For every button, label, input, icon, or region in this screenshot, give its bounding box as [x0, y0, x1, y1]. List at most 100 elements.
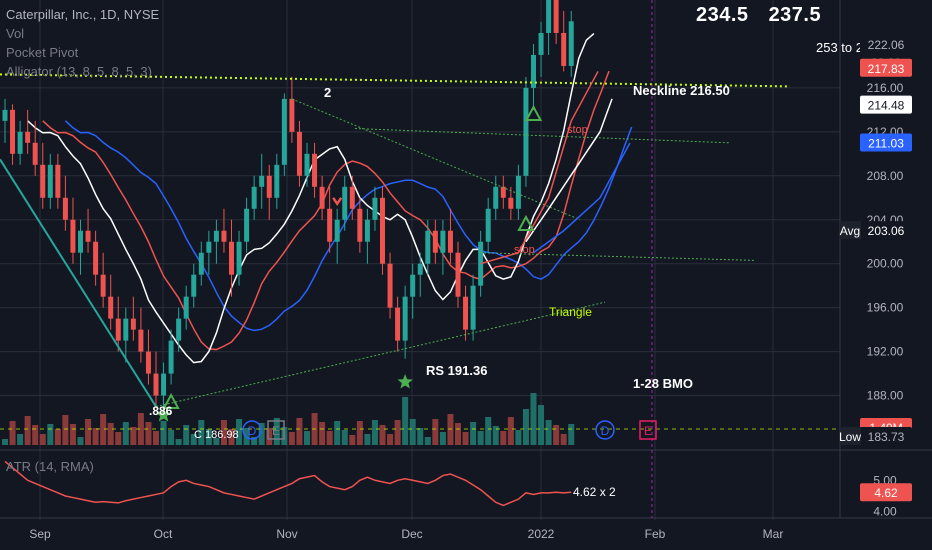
- candle-body: [364, 219, 370, 242]
- projection-line-blue: [533, 142, 631, 254]
- candle-body: [531, 54, 536, 88]
- candle-body: [334, 219, 340, 242]
- price-label-value: 211.03: [868, 137, 904, 151]
- dividend-marker: [595, 420, 615, 440]
- volume-bar: [228, 429, 235, 445]
- volume-bar: [402, 397, 409, 445]
- earnings-marker-label: E: [644, 424, 652, 438]
- stop-annotation: stop: [567, 124, 588, 136]
- sell-arrow-marker: [332, 197, 343, 207]
- neckline-line: [0, 73, 791, 88]
- stop-line: [480, 71, 599, 265]
- atr-line: [4, 460, 572, 507]
- volume-bar: [85, 419, 92, 445]
- pocket-pivot-star: [155, 407, 172, 422]
- candle-body: [493, 186, 499, 209]
- candle-body: [312, 153, 318, 187]
- top-price-note: 234.5 237.5: [696, 4, 841, 27]
- volume-bar: [198, 420, 205, 445]
- candle-body: [115, 318, 121, 341]
- triangle-lower-line: [155, 301, 606, 408]
- volume-bar: [2, 439, 8, 445]
- candle-body: [515, 175, 521, 209]
- dividend-marker-label: D: [601, 424, 610, 438]
- candle-body: [108, 296, 114, 319]
- volume-bar: [175, 439, 182, 445]
- volume-bar: [341, 430, 348, 445]
- candle-body: [342, 186, 348, 220]
- price-label-value: 217.83: [868, 62, 905, 76]
- candle-body: [259, 175, 265, 187]
- volume-bar: [24, 416, 31, 445]
- volume-bar: [387, 434, 394, 445]
- candle-body: [440, 230, 446, 253]
- candle-body: [432, 230, 438, 253]
- resistance-line: [354, 128, 731, 144]
- y-axis-tick-label: 208.00: [867, 169, 904, 183]
- volume-bar: [288, 432, 295, 445]
- candle-body: [130, 318, 136, 330]
- alligator-teeth-line: [42, 70, 610, 351]
- downtrend-line: [0, 158, 157, 408]
- alligator-jaw-line: [64, 120, 633, 332]
- earnings-marker: [639, 420, 657, 440]
- candle-body: [236, 241, 242, 275]
- volume-bar: [319, 422, 326, 445]
- fib-annotation: .886: [149, 404, 173, 418]
- price-label-box: [860, 95, 912, 114]
- price-label-value: 222.06: [868, 38, 905, 52]
- x-axis-label: Mar: [763, 527, 784, 541]
- candle-body: [568, 21, 574, 66]
- volume-bar: [568, 424, 575, 445]
- candle-body: [10, 109, 16, 154]
- x-axis-label: Nov: [276, 527, 297, 541]
- volume-bar: [545, 420, 552, 445]
- candle-body: [266, 175, 272, 198]
- rs-annotation: RS 191.36: [426, 363, 487, 378]
- volume-bar: [364, 434, 371, 445]
- dividend-marker: [242, 420, 262, 440]
- candle-body: [500, 186, 506, 198]
- volume-bar: [439, 432, 446, 445]
- candle-body: [123, 318, 129, 341]
- x-axis-label: Feb: [645, 527, 666, 541]
- alligator-indicator-label[interactable]: Alligator (13, 8, 5, 8, 5, 3): [6, 64, 152, 79]
- stop-annotation: stop: [514, 244, 535, 256]
- volume-bar: [47, 424, 54, 445]
- buy-triangle-marker: [524, 104, 543, 121]
- candle-body: [183, 296, 189, 319]
- neckline-annotation: Neckline 216.50: [633, 83, 730, 98]
- candle-body: [402, 296, 408, 341]
- volume-bar: [470, 422, 477, 445]
- volume-bar: [92, 428, 99, 445]
- volume-bar: [160, 421, 167, 445]
- candle-body: [327, 208, 333, 242]
- candle-body: [538, 32, 544, 55]
- volume-bar: [145, 422, 152, 445]
- y-axis-tick-label: 200.00: [867, 257, 904, 271]
- volume-bar: [183, 425, 190, 445]
- volume-indicator-label[interactable]: Vol: [6, 26, 25, 41]
- y-axis-tick-label: 196.00: [867, 301, 904, 315]
- price-label-box: [860, 221, 912, 240]
- volume-bar: [266, 428, 273, 445]
- volume-bar: [130, 427, 137, 445]
- candle-body: [213, 230, 219, 242]
- volume-bar: [100, 414, 107, 445]
- price-label-box: [860, 133, 912, 152]
- candle-body: [485, 208, 491, 242]
- candle-body: [425, 230, 431, 264]
- volume-bar: [371, 420, 378, 445]
- volume-bar: [273, 418, 280, 445]
- candle-body: [176, 318, 182, 341]
- pocket-pivot-indicator-label[interactable]: Pocket Pivot: [6, 45, 79, 60]
- volume-bar: [500, 431, 507, 445]
- volume-bar: [17, 434, 24, 445]
- volume-bar: [522, 409, 529, 445]
- candle-body: [274, 164, 280, 198]
- top-price-1: 234.5: [696, 4, 749, 26]
- volume-bar: [304, 431, 310, 445]
- symbol-title[interactable]: Caterpillar, Inc., 1D, NYSE: [6, 7, 160, 22]
- x-axis-label: Dec: [401, 527, 422, 541]
